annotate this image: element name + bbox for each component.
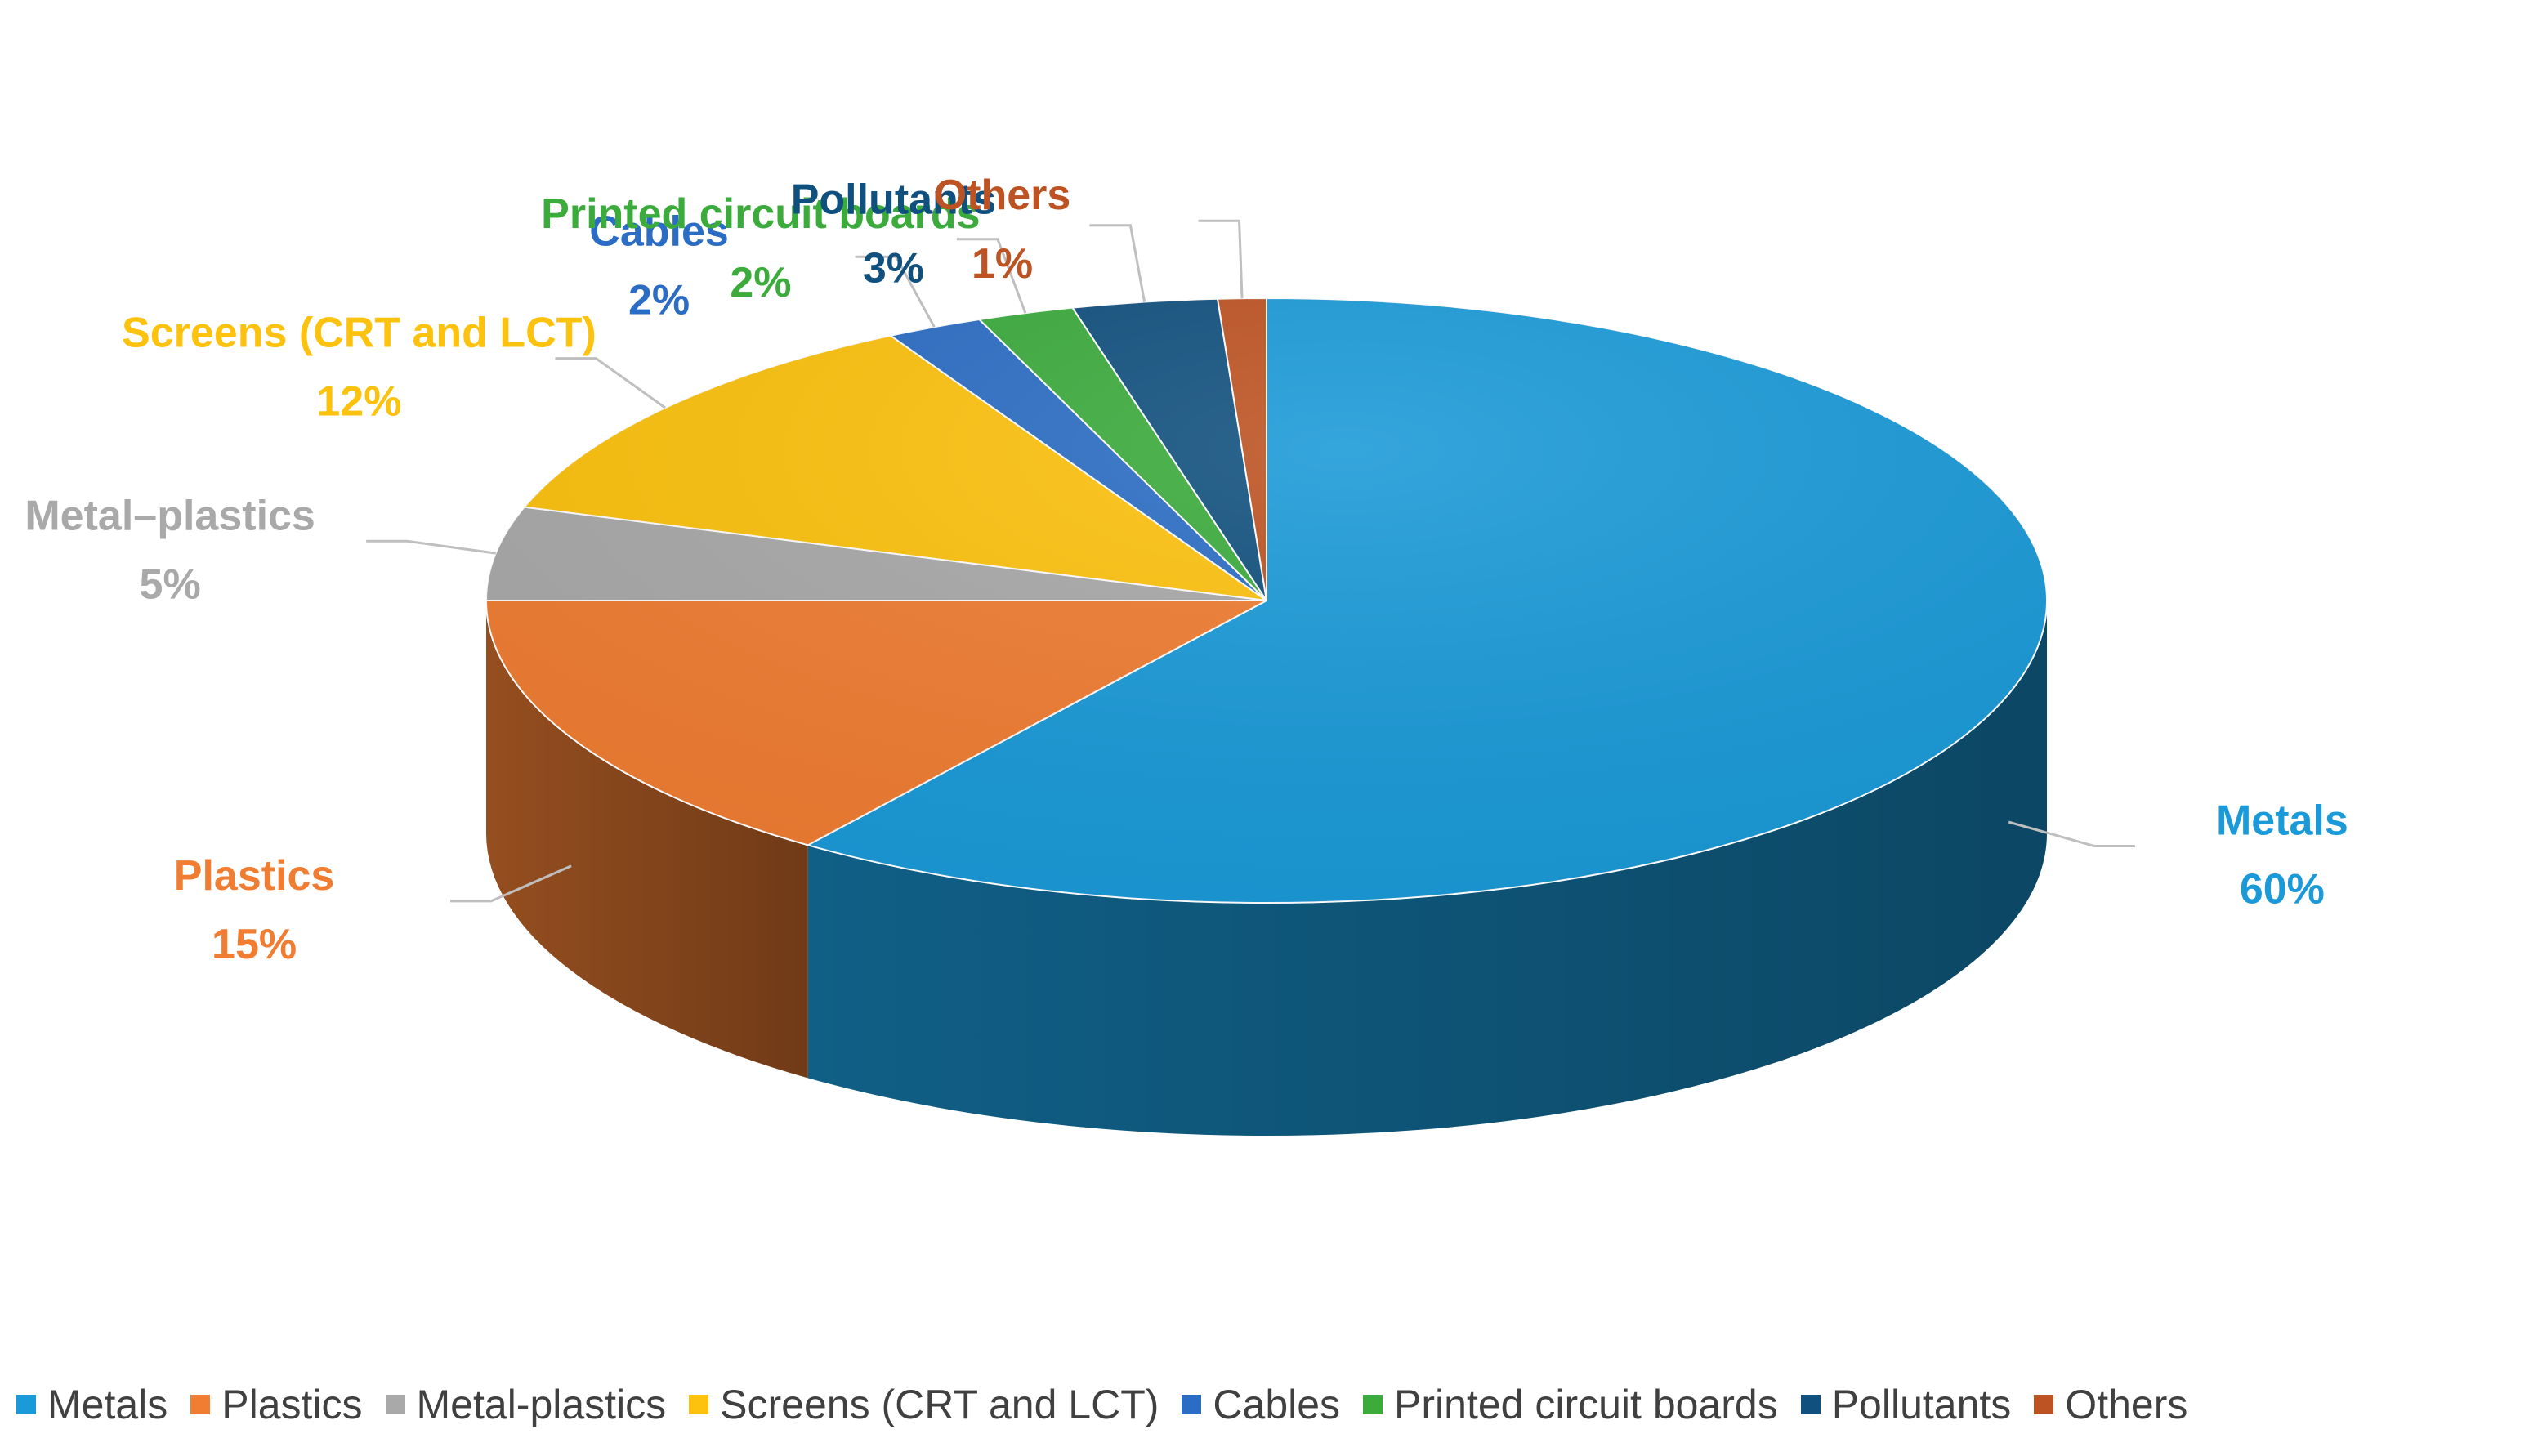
pie-leader-lines (366, 219, 2135, 903)
chart-legend: Metals Plastics Metal-plastics Screens (CRT… (16, 1381, 2210, 1428)
leader-line-metals (2008, 820, 2135, 847)
leader-line-screens-crt-and-lct (555, 357, 667, 409)
legend-label-plastics: Plastics (221, 1382, 363, 1427)
legend-swatch-metal-plastics (385, 1395, 405, 1414)
legend-label-cables: Cables (1213, 1382, 1341, 1427)
slice-value-others: 1% (972, 240, 1033, 288)
leader-line-pollutants (1089, 224, 1146, 302)
legend-label-metals: Metals (47, 1382, 168, 1427)
leader-line-plastics (450, 864, 572, 903)
legend-item-screens-crt-and-lct: Screens (CRT and LCT) (689, 1381, 1159, 1428)
legend-swatch-cables (1182, 1395, 1202, 1414)
legend-label-pollutants: Pollutants (1831, 1382, 2012, 1427)
slice-label-cables: Cables (589, 208, 729, 255)
leader-line-metal-plastics (366, 539, 496, 555)
legend-item-cables: Cables (1182, 1381, 1340, 1428)
leader-line-printed-circuit-boards (956, 238, 1027, 314)
legend-label-screens-crt-and-lct: Screens (CRT and LCT) (720, 1382, 1159, 1427)
legend-label-others: Others (2065, 1382, 2188, 1427)
leader-line-others (1198, 219, 1244, 299)
legend-item-others: Others (2034, 1381, 2187, 1428)
slice-label-plastics: Plastics (174, 852, 335, 900)
legend-item-metal-plastics: Metal-plastics (385, 1381, 667, 1428)
slice-label-metal-plastics: Metal–plastics (25, 492, 315, 539)
legend-label-printed-circuit-boards: Printed circuit boards (1394, 1382, 1778, 1427)
slice-label-pollutants: Pollutants (791, 176, 996, 224)
legend-swatch-pollutants (1800, 1395, 1821, 1414)
slice-label-screens-crt-and-lct: Screens (CRT and LCT) (122, 310, 597, 357)
pie-tops (485, 297, 2048, 904)
legend-swatch-others (2034, 1395, 2054, 1414)
slice-label-printed-circuit-boards: Printed circuit boards (541, 190, 980, 238)
slice-value-metals: 60% (2240, 865, 2325, 913)
legend-label-metal-plastics: Metal-plastics (416, 1382, 667, 1427)
legend-swatch-plastics (190, 1395, 211, 1414)
pie-labels: Metals 60% Plastics 15% Metal–plastics 5% Scre… (25, 172, 2348, 968)
slice-value-printed-circuit-boards: 2% (730, 259, 791, 306)
slice-value-screens-crt-and-lct: 12% (316, 378, 401, 426)
legend-item-metals: Metals (16, 1381, 168, 1428)
legend-item-pollutants: Pollutants (1800, 1381, 2012, 1428)
slice-value-plastics: 15% (212, 921, 297, 968)
slice-label-metals: Metals (2216, 797, 2348, 844)
slice-label-others: Others (934, 172, 1071, 219)
leader-line-cables (855, 255, 936, 328)
legend-swatch-printed-circuit-boards (1363, 1395, 1383, 1414)
legend-swatch-metals (16, 1395, 36, 1414)
slice-value-pollutants: 3% (863, 245, 924, 293)
legend-item-printed-circuit-boards: Printed circuit boards (1363, 1381, 1778, 1428)
slice-value-metal-plastics: 5% (140, 561, 201, 608)
pie-side-shade-metals (807, 601, 2048, 1136)
legend-swatch-screens-crt-and-lct (689, 1395, 709, 1414)
slice-value-cables: 2% (628, 276, 690, 324)
legend-item-plastics: Plastics (190, 1381, 363, 1428)
